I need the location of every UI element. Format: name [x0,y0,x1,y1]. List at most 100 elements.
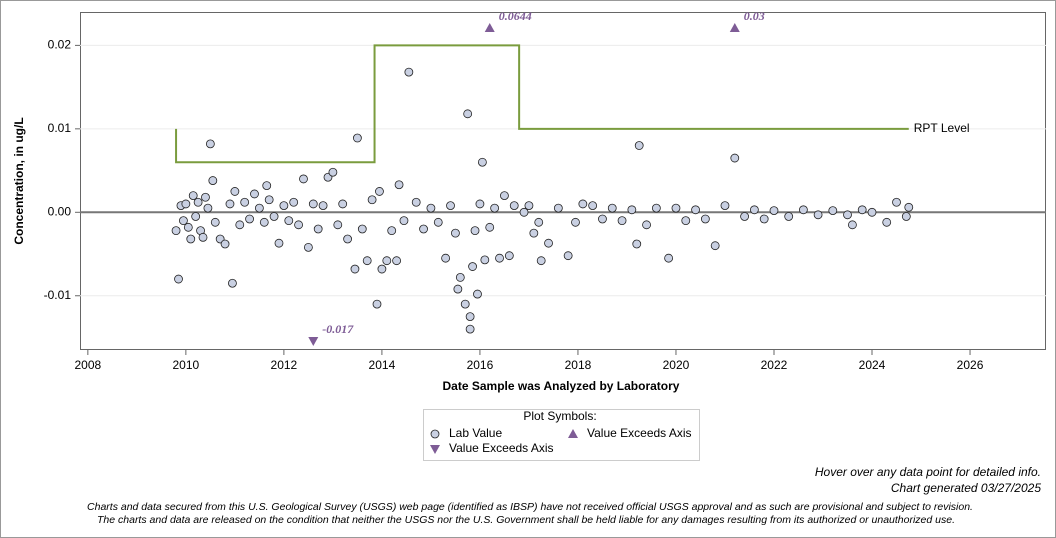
data-point [279,201,289,211]
exceeds-marker [484,23,495,32]
data-point [470,226,480,236]
data-point [598,214,607,224]
legend-title: Plot Symbols: [523,409,596,423]
exceeds-label: 0.0644 [499,9,532,23]
data-point [553,203,563,213]
data-point [308,199,318,209]
data-point [784,212,794,221]
data-point [463,109,473,119]
data-point [453,284,463,294]
data-point [289,197,299,207]
data-point [536,256,546,266]
data-point [730,153,740,163]
data-point [901,212,911,221]
data-point [813,210,823,220]
data-point [382,256,392,266]
data-point [201,192,210,202]
data-point [372,299,382,309]
data-point [867,207,877,217]
data-point [193,197,203,207]
data-point [377,264,387,274]
data-point [433,217,443,227]
rpt-label: RPT Level [914,121,970,135]
data-point [210,217,220,227]
legend-label: Lab Value [449,426,502,440]
data-point [245,214,254,224]
x-tick-label: 2008 [74,358,101,372]
data-point [571,217,580,227]
exceeds-label: 0.03 [744,9,765,23]
data-point [328,167,338,177]
data-point [828,206,838,216]
data-point [350,264,360,274]
data-point [524,201,534,211]
data-point [617,216,627,226]
data-point [700,214,710,224]
data-point [318,201,328,211]
data-point [892,197,901,207]
data-point [798,205,808,215]
data-point [473,289,482,299]
data-point [749,205,759,215]
data-point [179,216,188,226]
data-point [208,176,218,185]
data-point [651,203,661,213]
data-point [451,228,460,238]
data-point [362,256,372,266]
data-point [205,139,215,149]
note: Hover over any data point for detailed i… [815,465,1041,479]
data-point [529,228,539,238]
data-point [664,253,674,263]
data-point [269,212,279,221]
data-point [681,216,691,226]
data-point [357,224,367,234]
note: Chart generated 03/27/2025 [891,481,1041,495]
legend-box [423,409,700,461]
data-point [333,220,343,230]
data-point [607,203,617,213]
data-point [411,197,421,207]
data-point [465,312,475,322]
disclaimer: Charts and data secured from this U.S. G… [87,501,973,513]
data-point [460,299,470,309]
data-point [857,205,867,215]
y-tick-label: -0.01 [44,288,72,302]
legend-symbol [430,445,440,454]
data-point [720,201,730,211]
x-tick-label: 2018 [565,358,592,372]
data-point [367,195,377,205]
data-point [264,195,274,205]
data-point [250,189,259,199]
y-axis-label: Concentration, in ug/L [12,117,26,244]
data-point [343,234,352,244]
data-point [882,217,892,227]
data-point [588,201,598,211]
data-point [563,251,573,261]
legend-symbol [430,429,440,439]
data-point [254,203,264,213]
data-point [710,241,720,251]
plot-area [80,12,1046,350]
data-point [504,251,514,261]
legend-symbol [568,429,578,438]
data-point [183,222,193,232]
data-point [181,199,191,209]
data-point [740,212,749,221]
data-point [394,180,404,190]
data-point [313,224,323,234]
data-point [230,187,240,196]
data-point [480,255,490,265]
data-point [375,187,384,196]
data-point [353,133,362,143]
data-point [485,222,495,232]
data-point [338,199,348,209]
data-point [642,220,651,230]
exceeds-label: -0.017 [322,322,354,336]
data-point [259,217,269,227]
data-point [477,157,487,167]
data-point [759,214,769,224]
data-point [198,232,208,242]
data-point [534,217,544,227]
data-point [225,199,235,209]
data-point [262,181,272,190]
